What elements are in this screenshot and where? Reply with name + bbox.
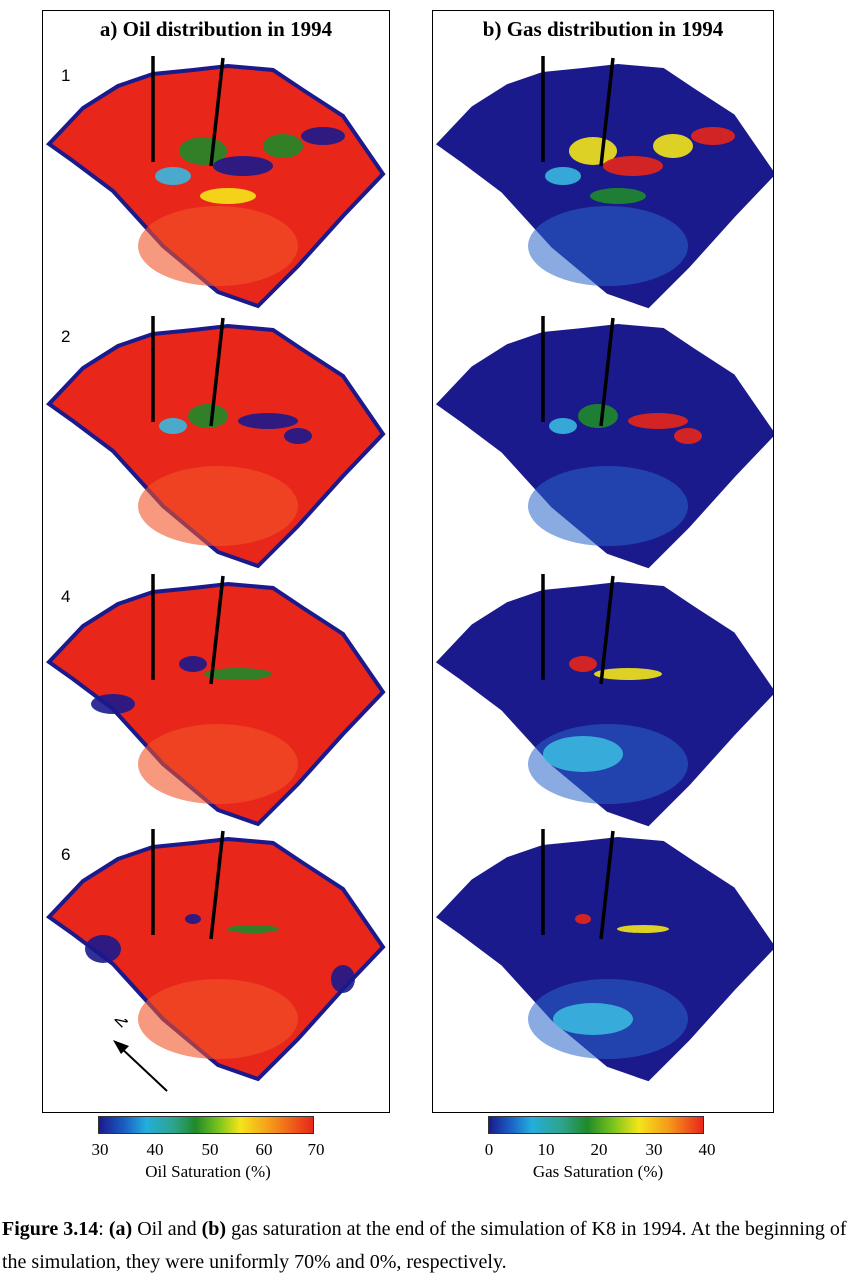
oil-surface: [45, 316, 386, 569]
well-trajectory: [599, 575, 615, 685]
gas-map-layer-4: [435, 574, 773, 827]
oil-panel-title: a) Oil distribution in 1994: [99, 17, 333, 41]
gas-saturation-patch: [543, 736, 623, 772]
well-trajectory: [209, 575, 225, 685]
oil-tick-40: 40: [146, 1140, 164, 1159]
oil-distribution-panel: a) Oil distribution in 1994 1 2 4 6 N: [42, 10, 390, 1113]
gas-soft-region: [528, 206, 688, 286]
oil-saturation-patch: [155, 167, 191, 185]
oil-saturation-patch: [200, 188, 256, 204]
well-trajectory: [209, 830, 225, 940]
gas-tick-20: 20: [590, 1140, 608, 1159]
well-trajectory: [209, 317, 225, 427]
gas-saturation-patch: [545, 167, 581, 185]
gas-soft-region: [528, 466, 688, 546]
gas-saturation-patch: [553, 1003, 633, 1035]
oil-saturation-patch: [213, 156, 273, 176]
oil-saturation-colorbar: [98, 1116, 314, 1134]
gas-saturation-colorbar: [488, 1116, 704, 1134]
gas-surface: [435, 316, 773, 569]
oil-saturation-patch: [301, 127, 345, 145]
oil-soft-region: [138, 466, 298, 546]
oil-tick-50: 50: [201, 1140, 219, 1159]
gas-tick-10: 10: [537, 1140, 555, 1159]
oil-tick-30: 30: [91, 1140, 109, 1159]
gas-saturation-patch: [617, 925, 669, 933]
figure-number: Figure 3.14: [2, 1218, 99, 1240]
oil-map-layer-6: [45, 829, 386, 1082]
oil-saturation-patch: [263, 134, 303, 158]
caption-a-label: (a): [108, 1218, 133, 1240]
gas-colorbar-label: Gas Saturation (%): [532, 1162, 664, 1181]
caption-b-label: (b): [201, 1218, 227, 1240]
oil-map-layer-4: [45, 574, 386, 827]
oil-saturation-patch: [284, 428, 312, 444]
gas-map-layer-2: [435, 316, 773, 569]
gas-saturation-patch: [549, 418, 577, 434]
oil-surface: [45, 829, 386, 1082]
oil-map-layer-2: [45, 316, 386, 569]
gas-tick-40: 40: [698, 1140, 716, 1159]
row-label-4: 4: [61, 587, 71, 606]
oil-saturation-patch: [91, 694, 135, 714]
oil-soft-region: [138, 979, 298, 1059]
gas-saturation-patch: [653, 134, 693, 158]
oil-saturation-patch: [227, 925, 279, 933]
row-label-6: 6: [61, 845, 71, 864]
caption-sep: :: [98, 1218, 109, 1240]
well-trajectory: [599, 317, 615, 427]
gas-saturation-patch: [578, 404, 618, 428]
gas-distribution-panel: b) Gas distribution in 1994: [432, 10, 774, 1113]
north-label: N: [113, 1019, 132, 1031]
gas-tick-30: 30: [645, 1140, 663, 1159]
oil-surface: [45, 574, 386, 827]
oil-surface: [45, 56, 386, 309]
gas-tick-0: 0: [484, 1140, 494, 1159]
oil-colorbar-label: Oil Saturation (%): [145, 1162, 271, 1181]
gas-saturation-patch: [628, 413, 688, 429]
oil-map-layer-1: [45, 56, 386, 309]
gas-saturation-patch: [603, 156, 663, 176]
oil-saturation-patch: [85, 935, 121, 963]
gas-surface: [435, 829, 773, 1082]
gas-map-layer-1: [435, 56, 773, 309]
oil-saturation-patch: [188, 404, 228, 428]
gas-surface: [435, 56, 773, 309]
caption-text-2: gas saturation at the end of the simulat…: [2, 1218, 847, 1273]
oil-saturation-patch: [204, 668, 272, 680]
gas-saturation-patch: [691, 127, 735, 145]
oil-saturation-patch: [331, 965, 355, 993]
oil-saturation-patch: [238, 413, 298, 429]
gas-panel-title: b) Gas distribution in 1994: [482, 17, 724, 41]
oil-tick-70: 70: [307, 1140, 325, 1159]
gas-saturation-patch: [594, 668, 662, 680]
north-arrow-icon: N: [113, 1019, 168, 1092]
figure-caption: Figure 3.14: (a) Oil and (b) gas saturat…: [2, 1213, 864, 1279]
oil-soft-region: [138, 206, 298, 286]
gas-surface: [435, 574, 773, 827]
oil-saturation-patch: [185, 914, 201, 924]
oil-tick-60: 60: [255, 1140, 273, 1159]
row-label-1: 1: [61, 66, 71, 85]
oil-saturation-patch: [159, 418, 187, 434]
gas-saturation-patch: [569, 656, 597, 672]
gas-saturation-patch: [575, 914, 591, 924]
row-label-2: 2: [61, 327, 71, 346]
oil-saturation-patch: [179, 656, 207, 672]
gas-saturation-patch: [674, 428, 702, 444]
caption-text-1: Oil and: [132, 1218, 202, 1240]
gas-saturation-patch: [590, 188, 646, 204]
well-trajectory: [599, 830, 615, 940]
gas-map-layer-6: [435, 829, 773, 1082]
well-trajectory: [209, 57, 225, 167]
well-trajectory: [599, 57, 615, 167]
oil-soft-region: [138, 724, 298, 804]
